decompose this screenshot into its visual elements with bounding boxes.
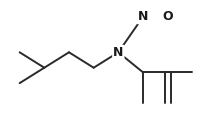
Text: O: O (162, 10, 173, 23)
Text: N: N (113, 46, 124, 59)
Text: N: N (138, 10, 148, 23)
